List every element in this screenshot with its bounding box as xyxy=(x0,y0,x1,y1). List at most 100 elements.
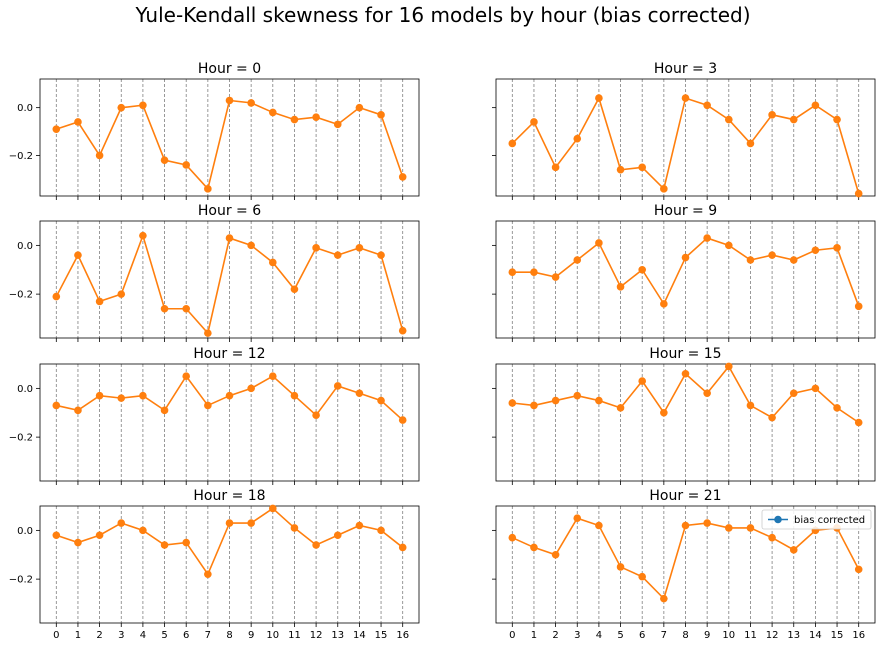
data-point xyxy=(117,290,126,298)
data-point xyxy=(225,234,234,242)
panel-title: Hour = 3 xyxy=(654,61,717,77)
data-point xyxy=(573,134,582,143)
data-point xyxy=(703,389,711,398)
panel-title: Hour = 9 xyxy=(654,203,717,219)
data-point xyxy=(616,563,625,571)
data-point xyxy=(377,251,385,259)
data-point xyxy=(74,118,82,126)
data-point xyxy=(269,504,277,513)
x-tick-label: 14 xyxy=(809,630,822,641)
x-tick-label: 11 xyxy=(288,630,301,641)
data-point xyxy=(854,189,863,198)
data-point xyxy=(660,408,668,417)
x-tick-label: 1 xyxy=(75,630,81,641)
data-point xyxy=(247,519,255,527)
figure-title: Yule-Kendall skewness for 16 models by h… xyxy=(134,3,750,27)
data-point xyxy=(182,538,190,547)
panel-hour-12: Hour = 12 −0.2 0.0 xyxy=(9,346,420,485)
panel-hour-15: Hour = 15 xyxy=(492,346,876,485)
panel-title: Hour = 15 xyxy=(649,346,721,362)
y-tick-label: 0.0 xyxy=(17,384,33,395)
data-point xyxy=(290,524,299,532)
data-point xyxy=(551,550,560,559)
data-point xyxy=(616,283,625,291)
data-point xyxy=(333,531,342,540)
data-point xyxy=(530,268,538,276)
x-tick-label: 10 xyxy=(722,630,735,641)
data-point xyxy=(854,565,863,574)
data-point xyxy=(247,384,255,393)
x-tick-label: 7 xyxy=(205,630,211,641)
x-tick-label: 5 xyxy=(617,630,623,641)
x-tick-label: 0 xyxy=(53,630,59,641)
data-point xyxy=(290,115,299,124)
data-point xyxy=(333,120,342,129)
data-point xyxy=(160,304,169,313)
x-tick-label: 9 xyxy=(704,630,710,641)
data-point xyxy=(616,165,625,174)
data-point xyxy=(117,519,126,527)
data-point xyxy=(703,101,711,110)
data-point xyxy=(117,394,126,402)
data-point xyxy=(139,526,147,535)
data-point xyxy=(681,369,690,378)
data-point xyxy=(355,521,364,530)
data-point xyxy=(312,113,320,122)
y-tick-label: −0.2 xyxy=(9,575,33,586)
data-point xyxy=(811,101,820,110)
data-point xyxy=(768,251,776,259)
data-point xyxy=(725,362,733,371)
data-point xyxy=(681,521,690,530)
x-tick-label: 15 xyxy=(375,630,388,641)
panel-hour-18: Hour = 18−0.20.00 1 2 3 4 5 6 7 8 9 10 11 12 13 14 15 16 xyxy=(9,488,420,641)
y-tick-label: −0.2 xyxy=(9,151,33,162)
data-point xyxy=(312,411,320,419)
panel-title: Hour = 12 xyxy=(193,346,265,362)
data-point xyxy=(247,99,255,107)
data-point xyxy=(398,543,407,552)
data-point xyxy=(182,161,190,169)
data-point xyxy=(377,526,385,535)
data-point xyxy=(204,329,212,337)
data-point xyxy=(52,401,61,410)
legend: bias corrected xyxy=(761,509,872,530)
data-point xyxy=(725,241,733,250)
x-tick-label: 3 xyxy=(118,630,124,641)
data-point xyxy=(789,115,798,124)
x-tick-label: 11 xyxy=(744,630,757,641)
data-point xyxy=(160,406,169,415)
x-tick-label: 13 xyxy=(331,630,344,641)
data-point xyxy=(52,125,61,133)
panel-hour-0: Hour = 0 −0.2 0.0 xyxy=(9,61,420,200)
data-point xyxy=(595,94,603,102)
x-tick-label: 7 xyxy=(661,630,667,641)
data-point xyxy=(573,514,582,522)
x-tick-label: 0 xyxy=(509,630,515,641)
x-tick-label: 6 xyxy=(639,630,645,641)
x-tick-label: 12 xyxy=(310,630,323,641)
data-point xyxy=(746,256,755,264)
panel-hour-3: Hour = 3 xyxy=(492,61,876,200)
data-point xyxy=(117,103,126,112)
data-point xyxy=(854,418,863,427)
data-point xyxy=(95,151,104,160)
data-point xyxy=(595,396,603,405)
data-point xyxy=(638,163,646,172)
data-point xyxy=(204,570,212,579)
x-tick-label: 8 xyxy=(226,630,232,641)
panel-title: Hour = 21 xyxy=(649,488,721,504)
data-point xyxy=(312,244,320,252)
panel-title: Hour = 0 xyxy=(198,61,261,77)
data-point xyxy=(746,139,755,148)
data-point xyxy=(789,256,798,264)
data-point xyxy=(160,156,169,164)
data-point xyxy=(638,377,646,385)
data-point xyxy=(355,103,364,112)
data-point xyxy=(638,572,646,581)
data-point xyxy=(768,111,776,119)
x-tick-label: 16 xyxy=(852,630,865,641)
data-point xyxy=(811,384,820,393)
data-point xyxy=(530,118,538,126)
data-point xyxy=(355,244,364,252)
